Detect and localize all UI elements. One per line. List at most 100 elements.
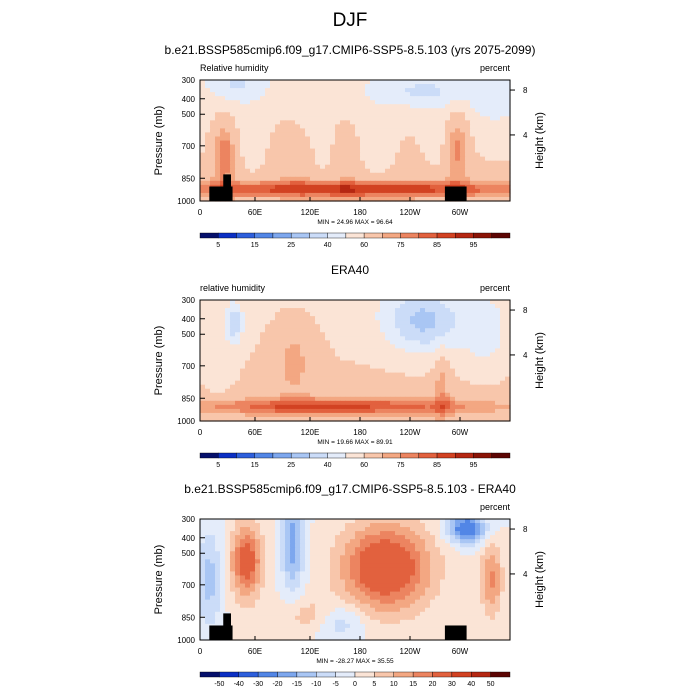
contour-cell (505, 88, 511, 93)
contour-cell (270, 412, 276, 418)
contour-cell (345, 336, 351, 341)
contour-cell (290, 352, 296, 358)
contour-cell (220, 156, 226, 162)
contour-cell (385, 527, 391, 532)
contour-cell (320, 551, 326, 556)
contour-cell (240, 412, 246, 418)
contour-cell (480, 344, 486, 349)
contour-cell (245, 124, 251, 129)
colorbar-swatch (418, 452, 438, 459)
contour-cell (450, 380, 456, 386)
contour-cell (390, 392, 396, 398)
contour-cell (210, 575, 216, 581)
contour-cell (490, 144, 496, 150)
contour-cell (400, 144, 406, 150)
contour-cell (355, 136, 361, 142)
contour-cell (425, 372, 431, 378)
contour-cell (495, 559, 501, 564)
contour-cell (435, 519, 441, 524)
contour-cell (290, 376, 296, 382)
contour-cell (360, 348, 366, 354)
contour-cell (440, 412, 446, 418)
contour-cell (260, 192, 266, 198)
contour-cell (265, 144, 271, 150)
contour-cell (450, 563, 456, 568)
contour-cell (360, 104, 366, 109)
contour-cell (455, 559, 461, 564)
contour-cell (435, 392, 441, 398)
contour-cell (365, 84, 371, 89)
contour-cell (470, 352, 476, 358)
contour-cell (295, 344, 301, 349)
contour-cell (225, 559, 231, 564)
contour-cell (390, 527, 396, 532)
contour-cell (380, 587, 386, 593)
contour-cell (245, 312, 251, 317)
contour-cell (445, 132, 451, 138)
contour-cell (305, 124, 311, 129)
contour-cell (370, 348, 376, 354)
contour-cell (275, 144, 281, 150)
contour-cell (485, 527, 491, 532)
contour-cell (410, 567, 416, 573)
contour-cell (480, 172, 486, 178)
contour-cell (425, 563, 431, 568)
contour-cell (395, 555, 401, 560)
contour-cell (280, 192, 286, 198)
x-tick-label: 60W (452, 428, 469, 437)
contour-cell (475, 164, 481, 170)
contour-cell (235, 316, 241, 321)
contour-cell (300, 340, 306, 345)
contour-cell (460, 571, 466, 577)
contour-cell (255, 148, 261, 154)
contour-cell (480, 140, 486, 146)
contour-cell (355, 80, 361, 85)
contour-cell (245, 144, 251, 150)
contour-cell (275, 519, 281, 524)
contour-cell (465, 120, 471, 125)
contour-cell (475, 328, 481, 333)
contour-cell (210, 587, 216, 593)
contour-cell (395, 352, 401, 358)
contour-cell (265, 188, 271, 194)
contour-cell (340, 523, 346, 528)
contour-cell (225, 567, 231, 573)
contour-cell (470, 308, 476, 313)
contour-cell (335, 547, 341, 552)
contour-cell (360, 80, 366, 85)
contour-cell (205, 591, 211, 597)
contour-cell (290, 136, 296, 142)
contour-cell (465, 304, 471, 309)
contour-cell (460, 124, 466, 129)
contour-cell (305, 388, 311, 394)
contour-cell (415, 320, 421, 325)
colorbar-label: 75 (397, 242, 405, 249)
contour-cell (300, 527, 306, 532)
contour-cell (310, 356, 316, 362)
contour-cell (270, 328, 276, 333)
contour-cell (350, 583, 356, 589)
contour-cell (445, 180, 451, 186)
contour-cell (460, 176, 466, 182)
contour-cell (495, 316, 501, 321)
contour-cell (500, 392, 506, 398)
contour-cell (400, 523, 406, 528)
contour-cell (390, 92, 396, 97)
contour-cell (235, 328, 241, 333)
contour-cell (350, 144, 356, 150)
contour-cell (260, 148, 266, 154)
contour-cell (435, 352, 441, 358)
contour-cell (275, 124, 281, 129)
contour-cell (395, 344, 401, 349)
contour-cell (485, 180, 491, 186)
contour-cell (215, 360, 221, 366)
contour-cell (275, 575, 281, 581)
contour-cell (275, 396, 281, 402)
contour-cell (485, 579, 491, 585)
contour-cell (240, 128, 246, 134)
contour-cell (370, 300, 376, 305)
contour-cell (315, 372, 321, 378)
contour-cell (330, 416, 336, 422)
contour-cell (220, 519, 226, 524)
contour-cell (225, 539, 231, 544)
